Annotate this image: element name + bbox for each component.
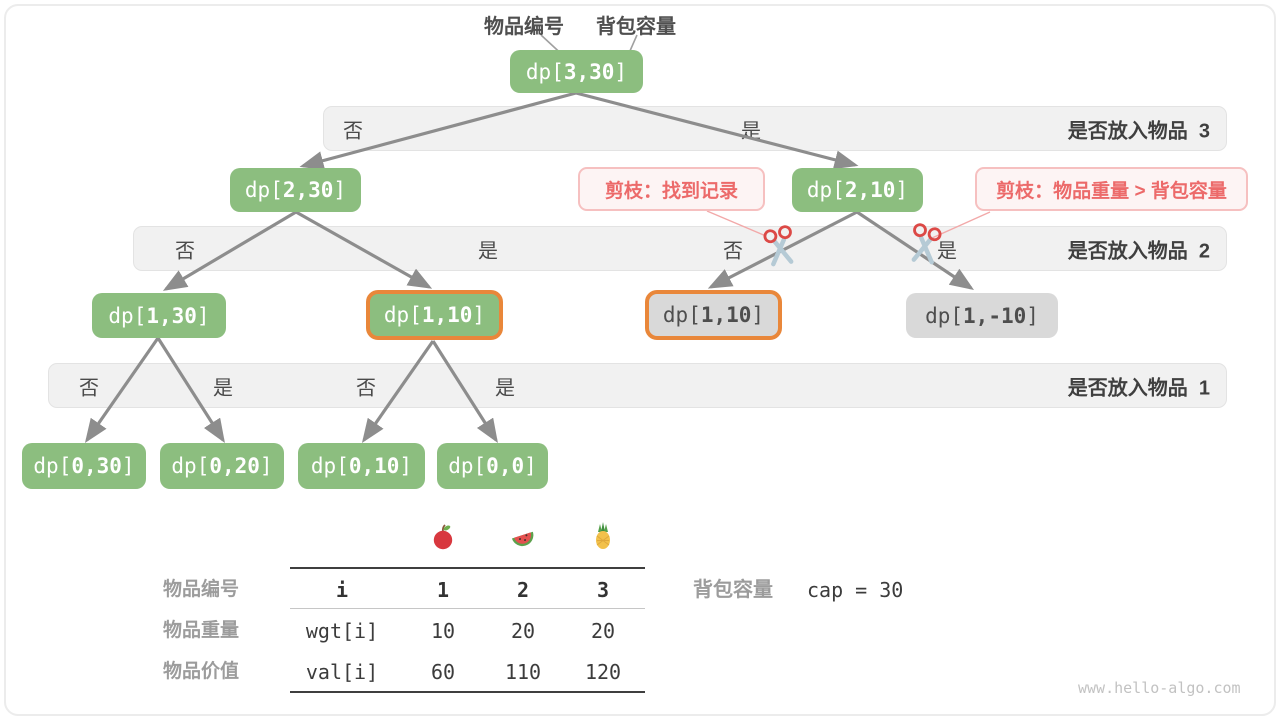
table-row-label-weight: 物品重量 <box>162 620 239 641</box>
table-cell-key: wgt[i] <box>305 619 379 643</box>
table-row-label-index: 物品编号 <box>162 579 239 600</box>
decision-no-label: 否 <box>356 377 376 399</box>
decision-no-label: 否 <box>343 120 363 142</box>
decision-no-label: 否 <box>79 377 99 399</box>
node-dp-0-20: dp[0,20] <box>160 443 284 489</box>
node-dp-0-30: dp[0,30] <box>22 443 146 489</box>
table-cell-value: 10 <box>430 619 456 643</box>
decision-yes-label: 是 <box>741 120 761 142</box>
table-cell-value: 20 <box>510 619 536 643</box>
node-dp-2-10: dp[2,10] <box>792 168 923 212</box>
decision-yes-label: 是 <box>213 377 233 399</box>
table-rule-middle <box>290 608 645 609</box>
table-cell-value: 110 <box>504 660 542 684</box>
figure-border <box>4 4 1276 716</box>
apple-icon <box>433 524 453 550</box>
decision-yes-label: 是 <box>478 240 498 262</box>
node-dp-1-30: dp[1,30] <box>92 293 226 338</box>
decision-no-label: 否 <box>723 240 743 262</box>
capacity-pointer-label: 背包容量 <box>596 16 676 38</box>
decision-no-label: 否 <box>175 240 195 262</box>
node-dp-2-30: dp[2,30] <box>230 168 361 212</box>
decision-band-item-2: 否 是 否 是 是否放入物品 2 <box>133 226 1227 271</box>
table-cell-value: 3 <box>596 578 610 602</box>
table-cell-value: 20 <box>590 619 616 643</box>
table-cell-key: i <box>335 578 349 602</box>
node-dp-1-neg10-pruned: dp[1,-10] <box>906 293 1058 338</box>
decision-band-title: 是否放入物品 3 <box>1067 120 1210 142</box>
capacity-value: cap = 30 <box>807 578 904 602</box>
decision-band-item-3: 否 是 是否放入物品 3 <box>323 106 1227 151</box>
table-cell-value: 120 <box>584 660 622 684</box>
node-dp-0-10: dp[0,10] <box>298 443 425 489</box>
capacity-label: 背包容量 <box>693 579 773 601</box>
decision-band-item-1: 否 是 否 是 是否放入物品 1 <box>48 363 1227 408</box>
item-index-pointer-label: 物品编号 <box>484 16 564 38</box>
table-cell-value: 60 <box>430 660 456 684</box>
table-cell-value: 2 <box>516 578 530 602</box>
table-row-label-value: 物品价值 <box>162 661 239 682</box>
watermark: www.hello-algo.com <box>1078 679 1241 697</box>
table-rule-top <box>290 567 645 569</box>
node-dp-1-10-highlighted: dp[1,10] <box>366 290 503 340</box>
table-cell-key: val[i] <box>305 660 379 684</box>
prune-overweight-label: 剪枝：物品重量 > 背包容量 <box>975 167 1248 211</box>
decision-band-title: 是否放入物品 2 <box>1067 240 1210 262</box>
pineapple-icon <box>596 522 610 549</box>
watermelon-icon <box>511 531 534 547</box>
prune-memo-label: 剪枝：找到记录 <box>578 167 765 211</box>
node-dp-1-10-memoized: dp[1,10] <box>645 290 782 340</box>
decision-yes-label: 是 <box>937 240 957 262</box>
table-cell-value: 1 <box>436 578 450 602</box>
node-dp-0-0: dp[0,0] <box>437 443 548 489</box>
decision-yes-label: 是 <box>495 377 515 399</box>
decision-band-title: 是否放入物品 1 <box>1067 377 1210 399</box>
node-dp-3-30: dp[3,30] <box>510 50 643 93</box>
table-rule-bottom <box>290 691 645 693</box>
